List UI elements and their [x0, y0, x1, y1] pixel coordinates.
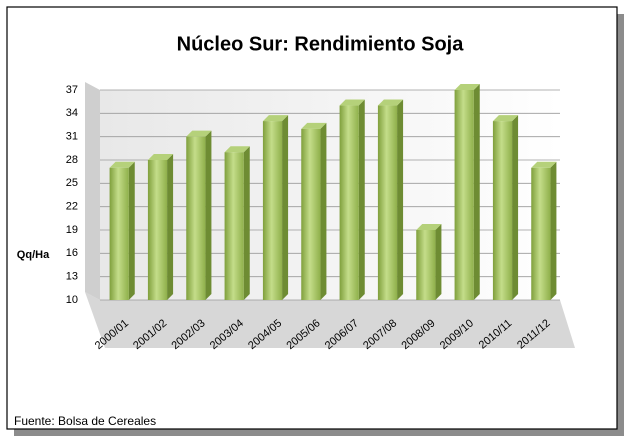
y-tick-label: 31 [66, 131, 78, 143]
bar-top [147, 154, 174, 160]
y-tick-label: 22 [66, 201, 78, 213]
bar-side [473, 84, 480, 300]
bar-side [205, 130, 212, 300]
bar [416, 230, 436, 300]
y-tick-label: 25 [66, 177, 78, 189]
bar [109, 167, 129, 300]
bar-top [454, 84, 480, 90]
bar [262, 121, 283, 300]
bar-top [339, 99, 365, 106]
bar-top [531, 161, 557, 168]
y-axis-label: Qq/Ha [17, 249, 50, 261]
bar [186, 136, 206, 300]
bar [147, 160, 168, 300]
bar [454, 90, 474, 300]
bar [301, 128, 321, 300]
bar [224, 152, 244, 300]
y-tick-label: 37 [66, 84, 78, 96]
side-wall [85, 82, 100, 300]
bar [377, 105, 398, 300]
bar-top [224, 146, 250, 153]
bar-side [167, 154, 174, 300]
bar-top [301, 122, 327, 129]
bar-side [243, 146, 250, 300]
y-tick-label: 19 [66, 224, 78, 236]
y-tick-label: 16 [66, 247, 78, 259]
bar-side [397, 99, 404, 300]
bar-side [435, 224, 442, 300]
y-tick-label: 28 [66, 154, 78, 166]
bar-side [550, 161, 557, 300]
source: Fuente: Bolsa de Cereales [14, 414, 156, 428]
y-tick-label: 34 [66, 107, 78, 119]
bar-top [186, 130, 212, 137]
back-wall [100, 90, 560, 300]
bar-top [262, 115, 289, 122]
bar [531, 167, 551, 300]
bar-top [109, 161, 135, 168]
bar-top [416, 224, 442, 230]
y-tick-label: 10 [66, 294, 78, 306]
bar-side [358, 99, 365, 300]
chart-title: Núcleo Sur: Rendimiento Soja [177, 33, 465, 55]
bar-side [282, 115, 289, 300]
bar-side [320, 122, 327, 300]
bar [339, 105, 359, 300]
bar [492, 121, 513, 300]
bar-side [128, 161, 135, 300]
bar-side [512, 115, 519, 300]
y-tick-label: 13 [66, 271, 78, 283]
bar-top [492, 115, 519, 122]
floor [85, 292, 575, 348]
bar-top [377, 99, 404, 106]
